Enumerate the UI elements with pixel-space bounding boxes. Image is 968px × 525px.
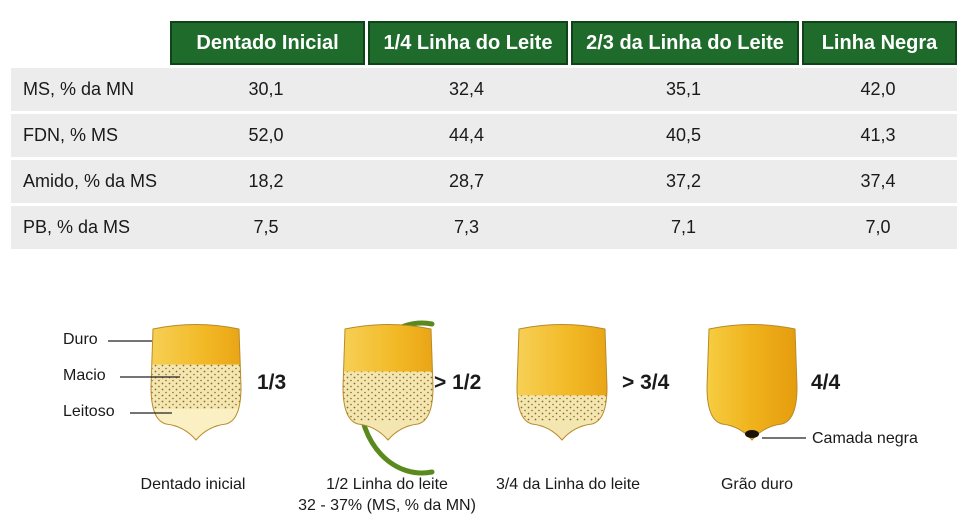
kernel-3 [516,324,608,441]
hard-layer [151,324,241,365]
hard-layer [707,324,797,440]
soft-starch-dots [517,395,607,421]
kernel-illustrations [108,320,806,476]
kernel-diagram: Duro Macio Leitoso 1/3 > 1/2 > 3/4 4/4 C… [0,290,968,525]
layer-label-hard: Duro [63,331,98,348]
table-cell: 52,0 [248,125,284,145]
fraction-label: 1/3 [257,371,287,394]
table-row: FDN, % MS 52,0 44,4 40,5 41,3 [11,114,957,157]
kernel-caption-secondary: 32 - 37% (MS, % da MN) [298,497,476,514]
table-cell: 41,3 [860,125,896,145]
table-header-row: Dentado Inicial 1/4 Linha do Leite 2/3 d… [11,21,957,65]
row-label: FDN, % MS [23,125,119,145]
table-cell: 7,5 [253,217,279,237]
row-label: Amido, % da MS [23,171,158,191]
fraction-label: > 3/4 [622,371,670,394]
table-cell: 37,4 [860,171,896,191]
table-cell: 37,2 [665,171,702,191]
layer-label-soft: Macio [63,367,106,384]
composition-table: Dentado Inicial 1/4 Linha do Leite 2/3 d… [11,21,957,249]
column-header: 2/3 da Linha do Leite [571,21,799,65]
table-cell: 35,1 [665,79,702,99]
table-row: PB, % da MS 7,5 7,3 7,1 7,0 [11,206,957,249]
soft-starch-dots [151,364,241,409]
fraction-label: > 1/2 [434,371,482,394]
table-cell: 42,0 [860,79,896,99]
hard-layer [517,324,607,396]
row-label: PB, % da MS [23,217,131,237]
kernel-caption: Dentado inicial [140,476,246,493]
header-spacer [11,21,167,65]
kernel-caption: Grão duro [720,476,794,493]
hard-layer [343,324,433,372]
kernel-caption: 3/4 da Linha do leite [495,476,641,493]
soft-starch-dots [343,371,433,421]
table-cell: 30,1 [248,79,284,99]
column-header: Linha Negra [802,21,957,65]
column-header: Dentado Inicial [170,21,365,65]
table-cell: 7,3 [453,217,480,237]
kernel-1 [150,324,242,441]
black-layer-label: Camada negra [812,430,918,447]
kernel-2 [342,324,434,441]
table-cell: 7,0 [865,217,891,237]
table-row: Amido, % da MS 18,2 28,7 37,2 37,4 [11,160,957,203]
table-cell: 32,4 [448,79,485,99]
kernel-caption: 1/2 Linha do leite [326,476,448,493]
table-row: MS, % da MN 30,1 32,4 35,1 42,0 [11,68,957,111]
table-cell: 44,4 [448,125,485,145]
layer-label-milky: Leitoso [63,403,115,420]
row-label: MS, % da MN [23,79,135,99]
column-header: 1/4 Linha do Leite [368,21,568,65]
table-cell: 18,2 [248,171,284,191]
table-cell: 40,5 [665,125,702,145]
kernel-4 [706,324,798,441]
black-layer [745,430,759,438]
table-cell: 7,1 [670,217,697,237]
table-cell: 28,7 [448,171,485,191]
fraction-label: 4/4 [811,371,841,394]
